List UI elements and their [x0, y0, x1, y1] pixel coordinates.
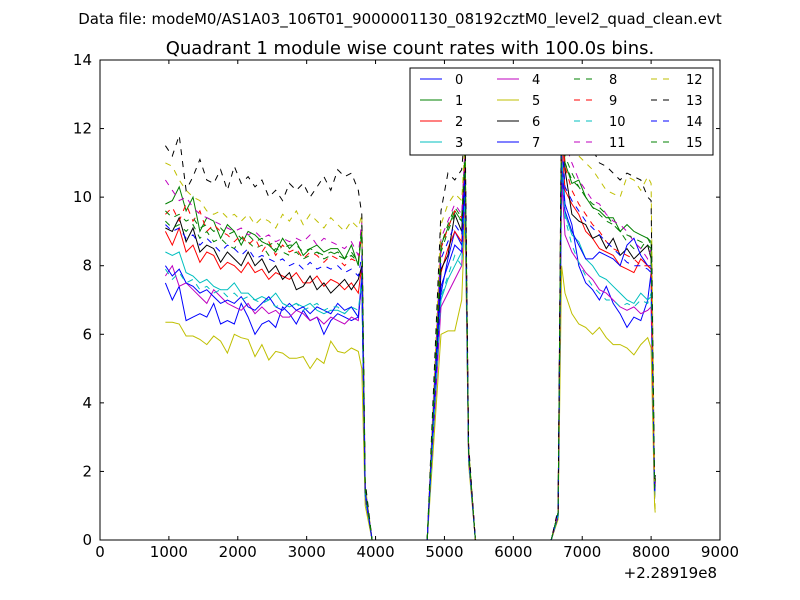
series-line-11 — [164, 97, 656, 541]
legend-label-8: 8 — [609, 73, 617, 88]
legend-label-3: 3 — [455, 136, 463, 151]
series-line-14 — [165, 135, 656, 541]
x-tick-label: 0 — [95, 543, 105, 561]
series-line-4 — [164, 179, 656, 541]
axes-layer: 0 1000 2000 3000 4000 5000 6000 7000 8000 9000 0 2 4… — [73, 51, 739, 561]
x-tick-label: 3000 — [288, 543, 326, 561]
legend-label-13: 13 — [686, 94, 703, 109]
legend-label-5: 5 — [532, 94, 540, 109]
x-offset-label: +2.28919e8 — [624, 564, 717, 582]
series-line-0 — [164, 155, 656, 541]
chart-suptitle: Data file: modeM0/AS1A03_106T01_90000011… — [78, 10, 722, 29]
y-tick-label: 0 — [82, 531, 92, 549]
series-line-3 — [165, 162, 656, 541]
legend-label-12: 12 — [686, 73, 703, 88]
plot-frame — [99, 59, 721, 541]
x-tick-label: 4000 — [356, 543, 394, 561]
series-line-1 — [165, 114, 656, 541]
x-tick-label: 1000 — [150, 543, 188, 561]
chart-title: Quadrant 1 module wise count rates with … — [166, 38, 655, 59]
legend-label-11: 11 — [609, 136, 626, 151]
legend-label-1: 1 — [455, 94, 463, 109]
series-line-12 — [165, 97, 656, 541]
x-tick-label: 9000 — [701, 543, 739, 561]
y-tick-label: 12 — [73, 120, 92, 138]
legend-label-2: 2 — [455, 115, 463, 130]
y-tick-label: 14 — [73, 51, 92, 69]
series-line-5 — [165, 214, 656, 541]
x-tick-label: 6000 — [494, 543, 532, 561]
x-tick-label: 7000 — [563, 543, 601, 561]
y-tick-label: 10 — [73, 188, 92, 206]
y-tick-label: 8 — [82, 257, 92, 275]
series-layer — [164, 90, 656, 541]
series-line-10 — [164, 155, 656, 541]
x-tick-label: 2000 — [219, 543, 257, 561]
legend-label-0: 0 — [455, 73, 463, 88]
legend-label-4: 4 — [532, 73, 540, 88]
series-line-2 — [164, 135, 656, 541]
series-line-15 — [165, 111, 656, 541]
legend-label-14: 14 — [686, 115, 703, 130]
y-tick-label: 4 — [82, 394, 92, 412]
series-line-7 — [164, 169, 656, 541]
y-tick-label: 6 — [82, 325, 92, 343]
legend-label-15: 15 — [686, 136, 703, 151]
legend-label-10: 10 — [609, 115, 626, 130]
legend-label-6: 6 — [532, 115, 540, 130]
legend-label-9: 9 — [609, 94, 617, 109]
y-tick-label: 2 — [82, 462, 92, 480]
series-line-9 — [165, 118, 656, 541]
legend-label-7: 7 — [532, 136, 540, 151]
x-tick-label: 8000 — [632, 543, 670, 561]
x-tick-label: 5000 — [425, 543, 463, 561]
legend-box — [409, 67, 714, 156]
